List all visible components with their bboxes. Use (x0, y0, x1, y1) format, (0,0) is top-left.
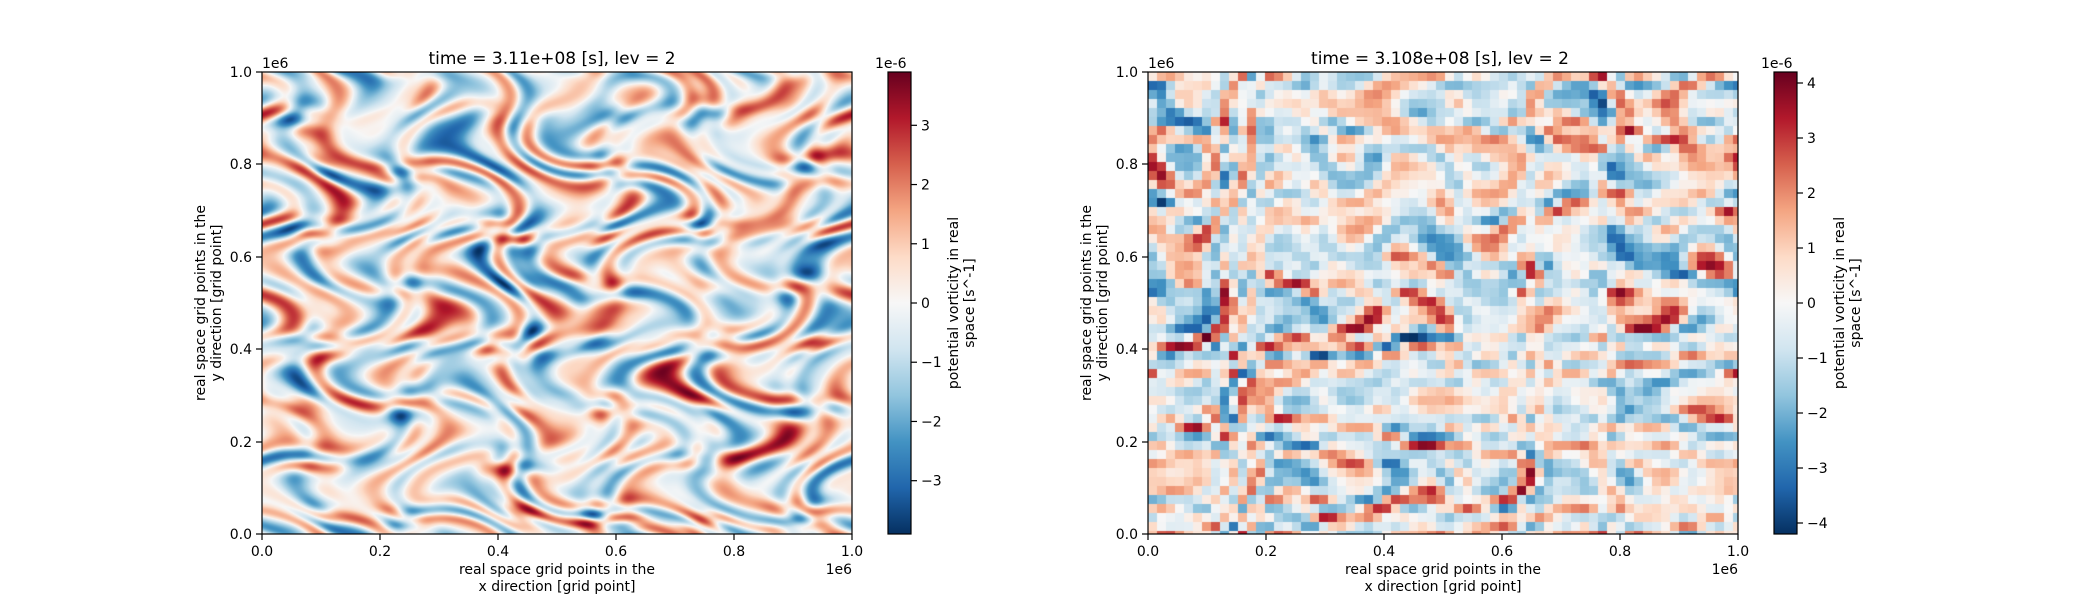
heatmap-image (1148, 72, 1738, 534)
y-axis: 0.0 0.2 0.4 0.6 0.8 1.0 1e6 real space g… (1079, 56, 1175, 543)
colorbar-tick-label: 2 (1807, 186, 1816, 202)
colorbar-tick-label: 0 (921, 296, 930, 312)
x-tick-label: 0.4 (1373, 544, 1395, 560)
x-axis: 0.0 0.2 0.4 0.6 0.8 1.0 1e6 real space g… (251, 534, 863, 595)
colorbar-offset-label: 1e-6 (875, 56, 907, 72)
colorbar-tick-label: 4 (1807, 76, 1816, 92)
chart-title: time = 3.108e+08 [s], lev = 2 (1311, 49, 1569, 69)
x-axis-label-line2: x direction [grid point] (1364, 579, 1521, 595)
y-tick-label: 1.0 (1116, 65, 1138, 81)
colorbar-tick-label: −4 (1807, 516, 1828, 532)
colorbar: 1e-6 4 3 2 1 0 −1 −2 −3 −4 potential vorticity i… (1761, 56, 1864, 535)
colorbar-gradient (1773, 71, 1798, 535)
colorbar-tick-label: 2 (921, 178, 930, 194)
y-tick-label: 0.8 (230, 157, 252, 173)
chart-panel-2: time = 3.108e+08 [s], lev = 2 0.0 0.2 0.… (1079, 49, 1864, 595)
colorbar-tick-label: 0 (1807, 296, 1816, 312)
chart-title: time = 3.11e+08 [s], lev = 2 (428, 49, 675, 69)
x-tick-label: 0.6 (605, 544, 627, 560)
colorbar-tick-label: −2 (1807, 406, 1828, 422)
y-offset-label: 1e6 (1148, 56, 1175, 72)
colorbar-label-line2: space [s^-1] (1848, 258, 1864, 347)
y-tick-label: 0.8 (1116, 157, 1138, 173)
y-tick-label: 0.6 (1116, 250, 1138, 266)
colorbar-tick-label: −2 (921, 414, 942, 430)
heatmap-plot-area[interactable] (262, 72, 852, 534)
y-tick-label: 0.0 (1116, 527, 1138, 543)
colorbar-tick-label: −1 (1807, 351, 1828, 367)
x-axis-label-line2: x direction [grid point] (478, 579, 635, 595)
y-axis: 0.0 0.2 0.4 0.6 0.8 1.0 1e6 real space g… (193, 56, 289, 543)
colorbar-tick-label: −3 (921, 474, 942, 490)
x-tick-label: 1.0 (1727, 544, 1749, 560)
x-tick-label: 0.6 (1491, 544, 1513, 560)
y-offset-label: 1e6 (262, 56, 289, 72)
y-axis-label-line1: real space grid points in the (1079, 205, 1095, 401)
y-tick-label: 1.0 (230, 65, 252, 81)
colorbar-label-line1: potential vorticity in real (946, 217, 962, 389)
x-axis-label-line1: real space grid points in the (459, 562, 655, 578)
plot-frame (261, 71, 853, 535)
colorbar-ticks: 4 3 2 1 0 −1 −2 −3 −4 (1797, 76, 1828, 532)
heatmap-image (262, 72, 852, 534)
plot-frame (1147, 71, 1739, 535)
colorbar-gradient (887, 71, 912, 535)
x-tick-label: 0.8 (1609, 544, 1631, 560)
x-offset-label: 1e6 (1712, 562, 1739, 578)
y-tick-label: 0.2 (230, 435, 252, 451)
x-tick-label: 0.8 (723, 544, 745, 560)
y-axis-label-line2: y direction [grid point] (209, 224, 225, 381)
y-axis-label-line2: y direction [grid point] (1095, 224, 1111, 381)
x-tick-label: 1.0 (841, 544, 863, 560)
y-tick-label: 0.4 (1116, 342, 1138, 358)
y-tick-label: 0.6 (230, 250, 252, 266)
y-tick-label: 0.2 (1116, 435, 1138, 451)
x-tick-label: 0.2 (1255, 544, 1277, 560)
colorbar: 1e-6 3 2 1 0 −1 −2 −3 potential vorticity in r… (875, 56, 978, 535)
colorbar-tick-label: 3 (921, 118, 930, 134)
y-tick-label: 0.0 (230, 527, 252, 543)
x-axis: 0.0 0.2 0.4 0.6 0.8 1.0 1e6 real space g… (1137, 534, 1749, 595)
colorbar-tick-label: −3 (1807, 461, 1828, 477)
x-tick-label: 0.0 (251, 544, 273, 560)
colorbar-offset-label: 1e-6 (1761, 56, 1793, 72)
colorbar-label-line2: space [s^-1] (962, 258, 978, 347)
colorbar-tick-label: 1 (921, 237, 930, 253)
x-tick-label: 0.2 (369, 544, 391, 560)
x-axis-label-line1: real space grid points in the (1345, 562, 1541, 578)
colorbar-tick-label: 3 (1807, 131, 1816, 147)
chart-panel-1: time = 3.11e+08 [s], lev = 2 0.0 0.2 0.4… (193, 49, 978, 595)
y-axis-label-line1: real space grid points in the (193, 205, 209, 401)
colorbar-label-line1: potential vorticity in real (1832, 217, 1848, 389)
heatmap-plot-area[interactable] (1148, 72, 1738, 534)
colorbar-tick-label: 1 (1807, 241, 1816, 257)
colorbar-tick-label: −1 (921, 355, 942, 371)
x-offset-label: 1e6 (826, 562, 853, 578)
colorbar-ticks: 3 2 1 0 −1 −2 −3 (911, 118, 942, 490)
x-tick-label: 0.0 (1137, 544, 1159, 560)
x-tick-label: 0.4 (487, 544, 509, 560)
y-tick-label: 0.4 (230, 342, 252, 358)
